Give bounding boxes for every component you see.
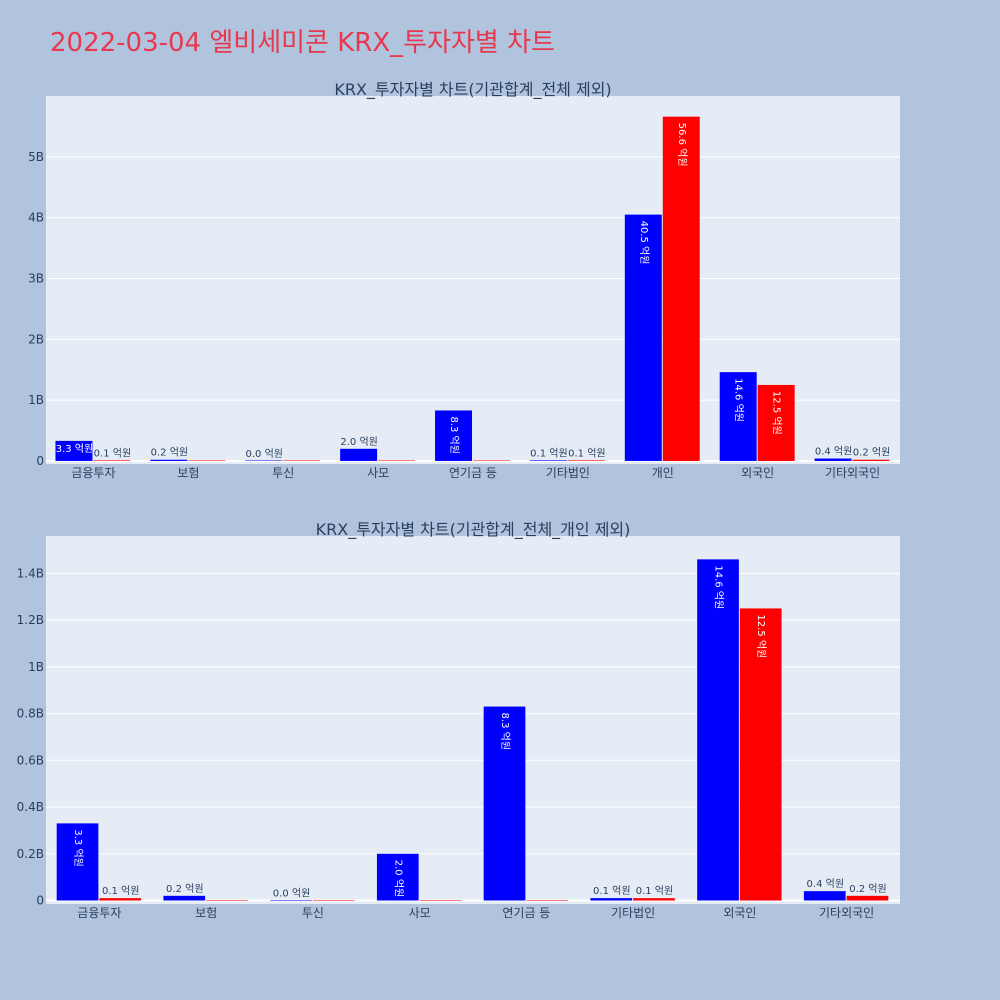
chart-title: KRX_투자자별 차트(기관합계_전체 제외): [334, 80, 611, 100]
bar: [814, 458, 852, 461]
y-tick-label: 0.4B: [17, 800, 44, 814]
chart-title: KRX_투자자별 차트(기관합계_전체_개인 제외): [316, 520, 631, 540]
x-tick-label: 금융투자: [77, 906, 121, 920]
data-label: 0.1 억원: [530, 447, 567, 459]
data-label: 0.0 억원: [246, 448, 283, 460]
bar: [376, 853, 419, 901]
x-tick-label: 기타외국인: [819, 906, 874, 920]
bar: [852, 459, 890, 461]
bar: [419, 899, 462, 901]
bar: [270, 899, 312, 901]
x-tick-label: 기타외국인: [825, 466, 880, 480]
chart-1: 0 1B 2B 3B 4B 5B KRX_투자자별 차트(기관합계_전체 제외) 금융투자 3.…: [28, 80, 900, 480]
data-label: 0.0 억원: [273, 887, 310, 899]
bar: [340, 448, 378, 461]
bar: [55, 440, 93, 461]
bar: [719, 372, 757, 461]
x-tick-label: 외국인: [741, 466, 774, 480]
data-label: 8.3 억원: [499, 713, 511, 750]
data-label: 0.4 억원: [815, 446, 852, 458]
y-tick-label: 1B: [28, 660, 44, 674]
bar: [188, 460, 226, 461]
data-label: 0.4 억원: [807, 878, 844, 890]
bar: [245, 460, 283, 461]
bar: [697, 559, 739, 901]
data-label: 14.6 억원: [733, 378, 745, 422]
bar: [526, 899, 569, 901]
x-tick-label: 사모: [409, 906, 431, 920]
chart-2: 0 0.2B 0.4B 0.6B 0.8B 1B 1.2B 1.4B KRX_투자자별 차트(기…: [17, 520, 900, 920]
bar: [312, 899, 355, 901]
bar: [163, 895, 206, 901]
y-tick-label: 0.6B: [17, 753, 44, 767]
x-tick-label: 사모: [367, 466, 389, 480]
x-tick-label: 투신: [302, 906, 324, 920]
data-label: 8.3 억원: [448, 416, 460, 453]
y-tick-label: 4B: [28, 211, 44, 225]
x-tick-label: 개인: [652, 466, 674, 480]
data-label: 0.2 억원: [849, 883, 886, 895]
bar: [757, 384, 795, 461]
bar: [283, 460, 321, 461]
data-label: 12.5 억원: [755, 614, 767, 658]
bar: [529, 460, 567, 461]
x-tick-label: 투신: [272, 466, 294, 480]
y-tick-label: 1.4B: [17, 566, 44, 580]
bar: [206, 899, 248, 901]
data-label: 3.3 억원: [72, 829, 84, 866]
y-tick-label: 5B: [28, 150, 44, 164]
bar: [473, 460, 510, 461]
bar: [846, 895, 889, 901]
bar: [567, 460, 605, 461]
bar: [590, 898, 633, 901]
x-tick-label: 보험: [195, 906, 217, 920]
bar: [56, 823, 99, 901]
y-tick-label: 0: [36, 454, 44, 468]
bar: [93, 460, 131, 461]
page-title: 2022-03-04 엘비세미콘 KRX_투자자별 차트: [50, 28, 555, 58]
data-label: 0.1 억원: [568, 447, 605, 459]
data-label: 3.3 억원: [56, 443, 93, 455]
data-label: 0.2 억원: [853, 447, 890, 459]
data-label: 56.6 억원: [676, 123, 688, 167]
bar: [150, 459, 188, 461]
data-label: 0.1 억원: [636, 885, 673, 897]
y-tick-label: 2B: [28, 332, 44, 346]
data-label: 0.2 억원: [151, 447, 188, 459]
data-label: 0.1 억원: [593, 885, 630, 897]
bar: [624, 214, 662, 461]
y-tick-label: 1.2B: [17, 613, 44, 627]
bar: [662, 116, 700, 461]
bar: [633, 898, 675, 901]
x-tick-label: 연기금 등: [502, 906, 550, 920]
bar: [378, 460, 416, 461]
x-tick-label: 보험: [177, 466, 199, 480]
bar: [739, 608, 782, 901]
x-tick-label: 기타법인: [546, 466, 590, 480]
x-tick-label: 연기금 등: [449, 466, 497, 480]
y-tick-label: 0.2B: [17, 847, 44, 861]
y-tick-label: 1B: [28, 393, 44, 407]
data-label: 2.0 억원: [392, 860, 404, 897]
bar: [435, 410, 472, 461]
x-tick-label: 외국인: [723, 906, 756, 920]
data-label: 12.5 억원: [771, 391, 783, 435]
bar: [99, 898, 142, 901]
data-label: 2.0 억원: [340, 436, 377, 448]
y-tick-label: 3B: [28, 271, 44, 285]
data-label: 0.2 억원: [166, 883, 203, 895]
x-tick-label: 금융투자: [71, 466, 115, 480]
data-label: 40.5 억원: [638, 221, 650, 265]
bar: [803, 891, 846, 901]
data-label: 14.6 억원: [713, 565, 725, 609]
data-label: 0.1 억원: [94, 447, 131, 459]
y-tick-label: 0.8B: [17, 707, 44, 721]
bar: [483, 706, 526, 901]
y-tick-label: 0: [36, 893, 44, 907]
data-label: 0.1 억원: [102, 885, 139, 897]
x-tick-label: 기타법인: [611, 906, 655, 920]
